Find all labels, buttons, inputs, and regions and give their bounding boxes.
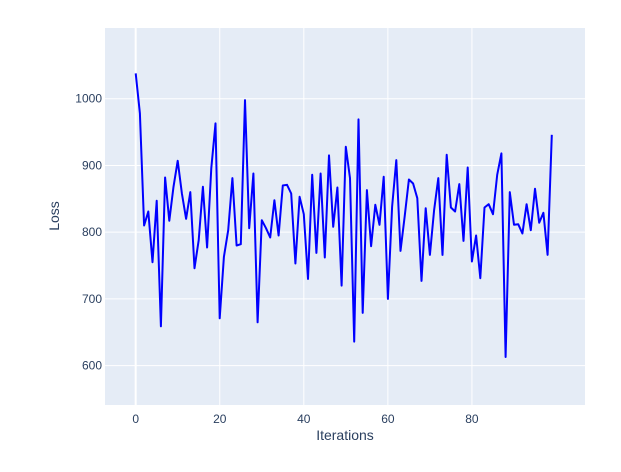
x-tick-label: 0 [132,412,139,426]
loss-series-line [134,73,553,358]
x-tick-label: 80 [465,412,479,426]
y-axis-title: Loss [46,201,62,231]
y-tick-label: 1000 [75,92,102,106]
x-tick-label: 60 [381,412,395,426]
x-tick-label: 40 [297,412,311,426]
x-axis-title: Iterations [316,427,374,443]
y-tick-label: 700 [82,292,102,306]
y-tick-label: 900 [82,158,102,172]
y-tick-label: 600 [82,359,102,373]
x-tick-label: 20 [213,412,227,426]
y-tick-label: 800 [82,225,102,239]
